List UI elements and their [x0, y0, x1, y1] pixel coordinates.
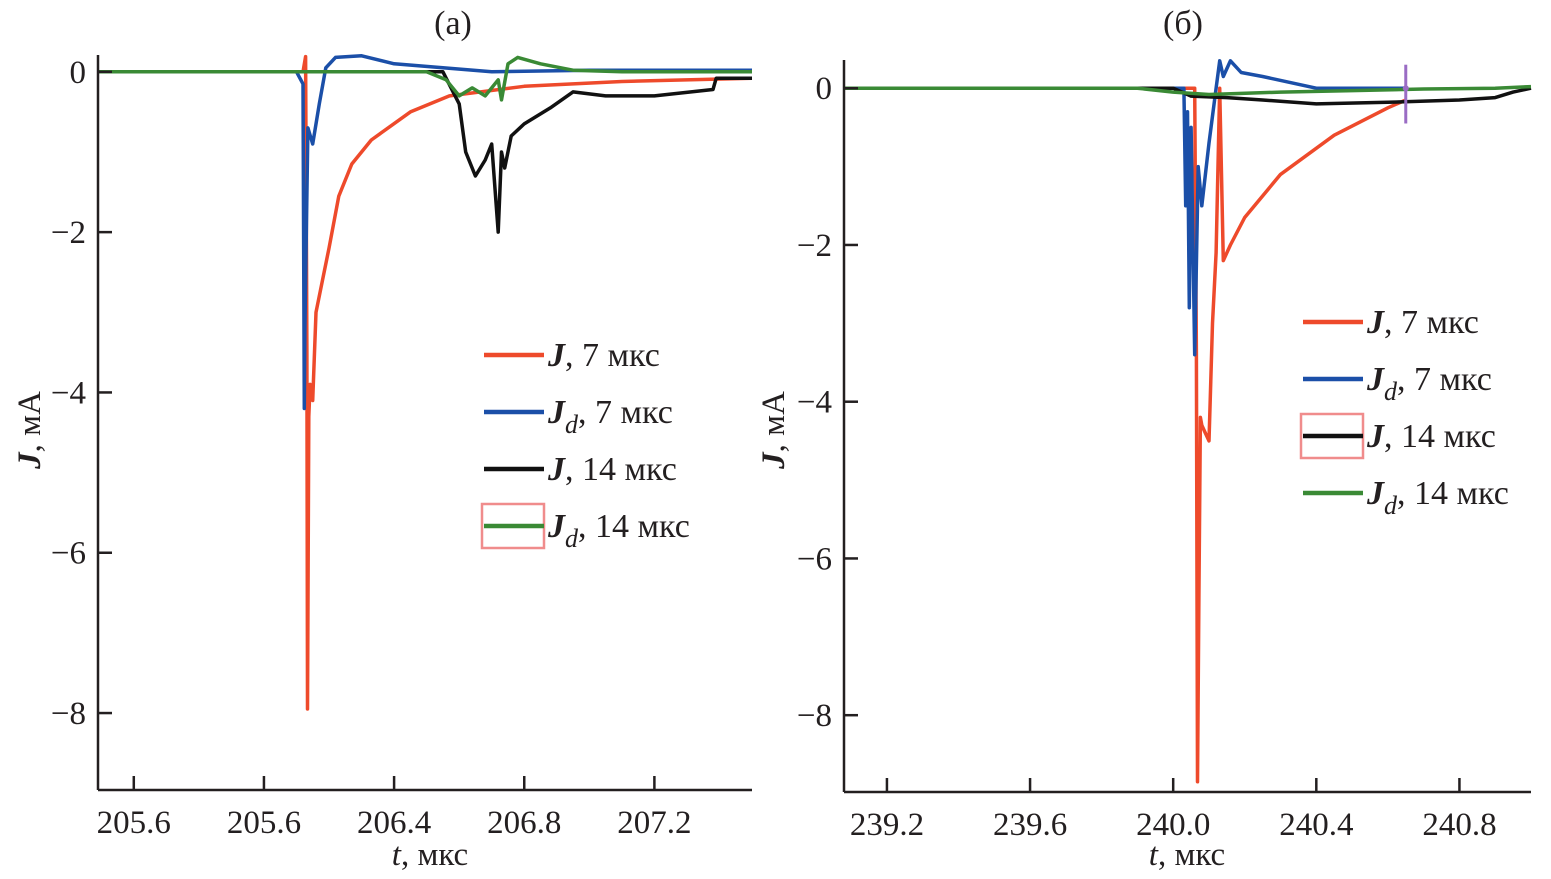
x-tick-label: 240.0 — [1136, 807, 1210, 843]
series-line-j-7- — [98, 54, 753, 711]
y-tick-label: 0 — [816, 71, 833, 107]
vertical-marker-dot — [1402, 85, 1409, 92]
series-line-jd-7- — [98, 54, 752, 411]
x-tick-label: 206.4 — [357, 805, 431, 841]
panel-a-legend: J, 7 мкс Jd, 7 мкс J, 14 мкс Jd, 14 мкс — [480, 337, 690, 553]
legend-item: J, 14 мкс — [1299, 412, 1496, 460]
x-tick-label: 207.2 — [617, 805, 691, 841]
legend-item: Jd, 14 мкс — [480, 502, 690, 553]
series-line-jd-7- — [844, 59, 1406, 357]
panel-b-series — [844, 59, 1532, 784]
legend-label: Jd, 7 мкс — [547, 394, 673, 439]
panel-b-y-ticks: 0 −2 −4 −6 −8 — [797, 71, 858, 734]
y-tick-label: 0 — [70, 55, 87, 91]
panel-a-title: (a) — [434, 5, 472, 42]
legend-label: J, 14 мкс — [547, 451, 677, 488]
legend-label: Jd, 7 мкс — [1366, 361, 1492, 406]
panel-b-x-axis-label: t, мкс — [1149, 837, 1225, 873]
y-tick-label: −2 — [797, 228, 832, 264]
legend-label: Jd, 14 мкс — [1366, 475, 1509, 520]
panel-a-series — [98, 54, 753, 711]
y-tick-label: −6 — [51, 536, 86, 572]
panel-a-x-ticks: 205.6 205.6 206.4 206.8 207.2 — [97, 776, 692, 841]
legend-item: J, 7 мкс — [1303, 304, 1479, 341]
x-tick-label: 205.6 — [97, 805, 171, 841]
panel-a: (a) 0−2−4−6−8 205.6 205.6 206.4 206.8 207.2 … — [12, 5, 753, 873]
panel-a-y-ticks: 0 −2 −4 −6 −8 — [51, 55, 112, 732]
panel-b-title: (б) — [1163, 5, 1203, 42]
panel-b-marker — [1402, 64, 1409, 124]
y-tick-label: −2 — [51, 215, 86, 251]
panel-b-x-ticks: 239.2 239.6 240.0 240.4 240.8 — [850, 778, 1497, 843]
legend-label: J, 7 мкс — [1366, 304, 1479, 341]
y-tick-label: −8 — [51, 696, 86, 732]
x-tick-label: 240.4 — [1279, 807, 1353, 843]
panel-b: (б) 0−2−4−6−8 239.2 239.6 240.0 240.4 240.8 … — [756, 5, 1532, 873]
legend-item: Jd, 7 мкс — [484, 394, 673, 439]
y-tick-label: −8 — [797, 698, 832, 734]
x-tick-label: 206.8 — [487, 805, 561, 841]
panel-b-legend: J, 7 мкс Jd, 7 мкс J, 14 мкс Jd, 14 мкс — [1299, 304, 1509, 520]
legend-item: J, 14 мкс — [484, 451, 677, 488]
series-line-jd-14- — [98, 55, 752, 102]
y-tick-label: −4 — [797, 385, 832, 421]
legend-label: J, 14 мкс — [1366, 418, 1496, 455]
x-tick-label: 239.6 — [993, 807, 1067, 843]
series-line-j-14- — [98, 70, 752, 234]
series-line-j-7- — [844, 86, 1407, 784]
series-line-jd-14- — [844, 84, 1532, 97]
panel-b-y-axis-label: J, мА — [756, 391, 792, 470]
legend-label: J, 7 мкс — [547, 337, 660, 374]
x-tick-label: 205.6 — [227, 805, 301, 841]
y-tick-label: −6 — [797, 541, 832, 577]
y-tick-label: −4 — [51, 375, 86, 411]
panel-a-x-axis-label: t, мкс — [392, 837, 468, 873]
x-tick-label: 240.8 — [1422, 807, 1496, 843]
x-tick-label: 239.2 — [850, 807, 924, 843]
legend-item: Jd, 7 мкс — [1303, 361, 1492, 406]
legend-label: Jd, 14 мкс — [547, 508, 690, 553]
legend-item: Jd, 14 мкс — [1303, 475, 1509, 520]
panel-a-y-axis-label: J, мА — [12, 391, 48, 470]
legend-item: J, 7 мкс — [484, 337, 660, 374]
